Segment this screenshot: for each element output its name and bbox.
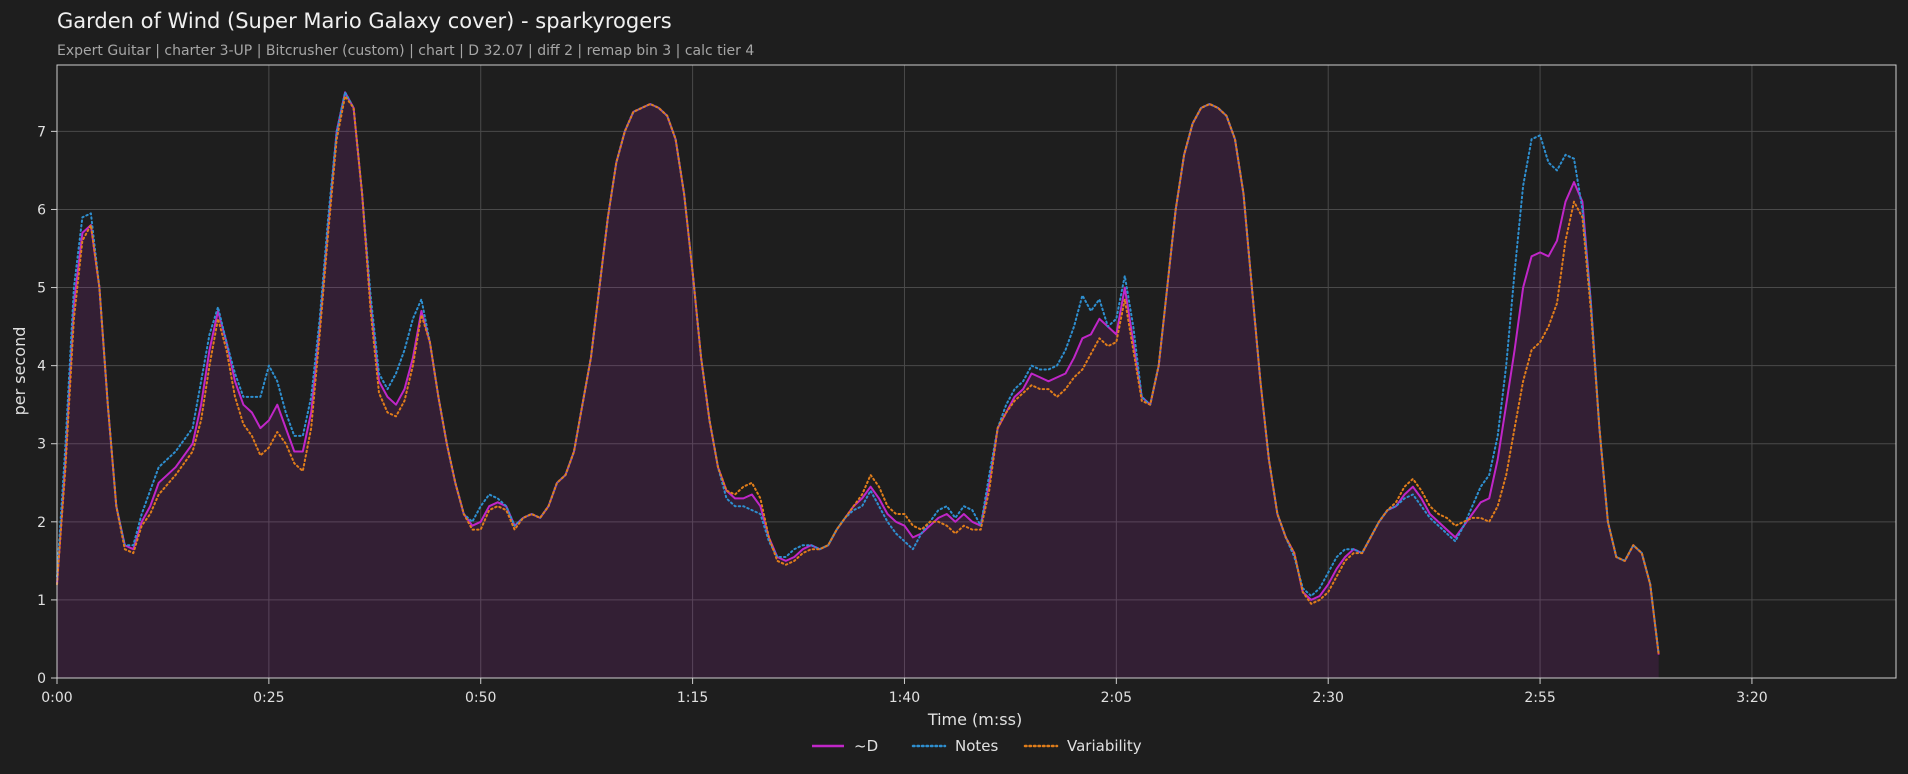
y-tick-label: 6	[37, 202, 46, 218]
legend: ~D Notes Variability	[812, 737, 1142, 755]
series-lines	[56, 91, 1660, 656]
x-axis-label: Time (m:ss)	[927, 710, 1022, 729]
legend-entry-label: ~D	[854, 737, 878, 755]
series-fills	[57, 92, 1659, 679]
x-tick-label: 1:40	[889, 690, 920, 706]
x-tick-label: 0:25	[253, 690, 284, 706]
chart-subtitle: Expert Guitar | charter 3-UP | Bitcrushe…	[57, 43, 754, 59]
series-line-notes	[56, 91, 1660, 656]
plot-frame	[56, 64, 1897, 679]
x-tick-label: 1:15	[677, 690, 708, 706]
x-tick-label: 2:55	[1524, 690, 1555, 706]
y-tick-label: 2	[37, 515, 46, 531]
series-line-variability	[56, 95, 1660, 656]
y-tick-label: 5	[37, 281, 46, 297]
x-tick-label: 0:50	[465, 690, 496, 706]
legend-entry-label: Variability	[1067, 737, 1142, 755]
x-tick-label: 2:30	[1312, 690, 1343, 706]
x-tick-label: 0:00	[41, 690, 72, 706]
y-tick-label: 0	[37, 671, 46, 687]
x-tick-label: 2:05	[1101, 690, 1132, 706]
x-axis-ticks: 0:00 0:25 0:50 1:15 1:40 2:05 2:30 2:55 3:20	[41, 678, 1768, 706]
series-fill-d	[57, 92, 1659, 679]
legend-entry-label: Notes	[955, 737, 999, 755]
chart-title: Garden of Wind (Super Mario Galaxy cover…	[57, 9, 672, 33]
y-tick-label: 7	[37, 124, 46, 140]
y-tick-label: 3	[37, 437, 46, 453]
y-tick-label: 1	[37, 593, 46, 609]
x-tick-label: 3:20	[1736, 690, 1767, 706]
y-axis-label: per second	[10, 327, 29, 416]
y-tick-label: 4	[37, 359, 46, 375]
y-axis-ticks: 0 1 2 3 4 5 6 7	[37, 124, 57, 687]
